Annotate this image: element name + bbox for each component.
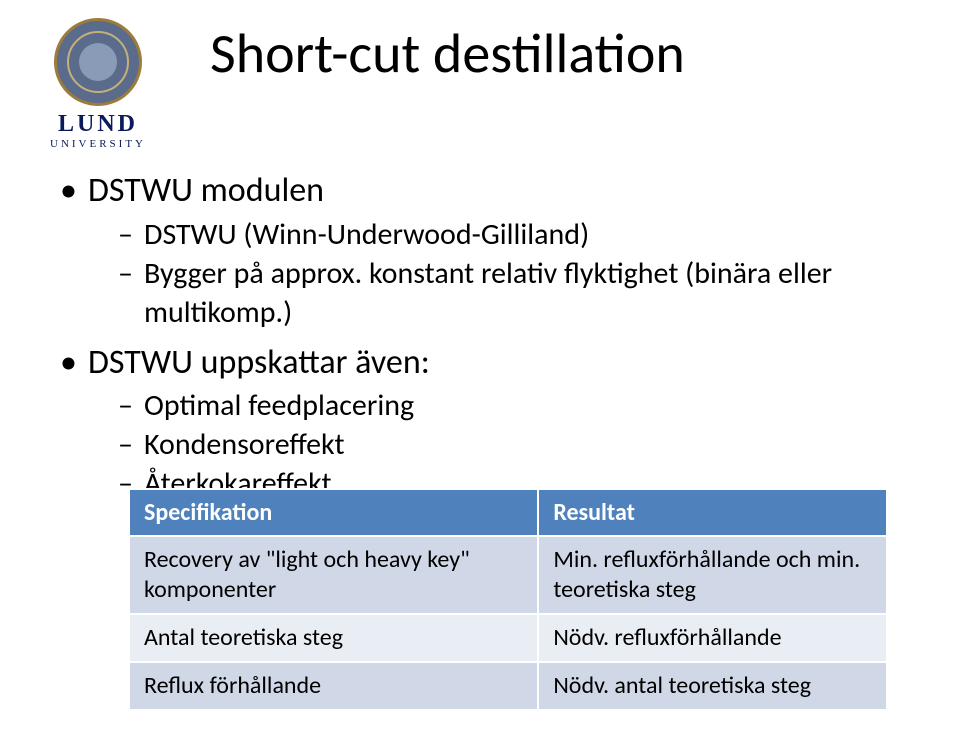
table-cell: Nödv. antal teoretiska steg (538, 662, 887, 710)
table-header-result: Resultat (538, 489, 887, 536)
slide-title: Short-cut destillation (210, 20, 685, 88)
table-row: Antal teoretiska steg Nödv. refluxförhål… (129, 614, 887, 662)
table-header-row: Specifikation Resultat (129, 489, 887, 536)
table-header-spec: Specifikation (129, 489, 538, 536)
table-cell: Antal teoretiska steg (129, 614, 538, 662)
table-cell: Min. refluxförhållande och min. teoretis… (538, 536, 887, 614)
table-row: Recovery av "light och heavy key" kompon… (129, 536, 887, 614)
table-cell: Nödv. refluxförhållande (538, 614, 887, 662)
bullet-1-text: DSTWU modulen (88, 170, 324, 211)
bullet-1-sub-2: Bygger på approx. konstant relativ flykt… (88, 254, 900, 332)
table-cell: Recovery av "light och heavy key" kompon… (129, 536, 538, 614)
lund-seal-icon (54, 18, 142, 106)
bullet-2: DSTWU uppskattar även: Optimal feedplace… (60, 342, 900, 504)
slide-body: DSTWU modulen DSTWU (Winn-Underwood-Gill… (60, 170, 900, 513)
bullet-2-sub-1: Optimal feedplacering (88, 386, 900, 425)
table-row: Reflux förhållande Nödv. antal teoretisk… (129, 662, 887, 710)
lund-logo: LUND UNIVERSITY (38, 18, 158, 150)
logo-word: LUND (38, 112, 158, 136)
spec-result-table: Specifikation Resultat Recovery av "ligh… (128, 488, 888, 711)
bullet-2-sub-2: Kondensoreffekt (88, 425, 900, 464)
logo-subtitle: UNIVERSITY (38, 138, 158, 150)
bullet-2-text: DSTWU uppskattar även: (88, 342, 430, 383)
bullet-1: DSTWU modulen DSTWU (Winn-Underwood-Gill… (60, 170, 900, 332)
table-cell: Reflux förhållande (129, 662, 538, 710)
slide: LUND UNIVERSITY Short-cut destillation D… (0, 0, 960, 733)
bullet-1-sub-1: DSTWU (Winn-Underwood-Gilliland) (88, 215, 900, 254)
